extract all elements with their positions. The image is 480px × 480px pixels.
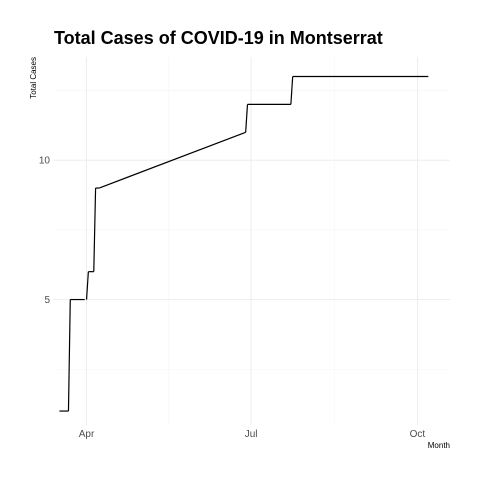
series-line-segment <box>290 76 294 105</box>
x-tick-labels: Apr Jul Oct <box>79 429 426 440</box>
series-line-segment <box>85 271 89 300</box>
x-axis-title: Month <box>428 441 450 450</box>
y-tick-label: 10 <box>39 156 51 167</box>
y-axis-title: Total Cases <box>29 57 38 99</box>
x-tick-label: Apr <box>79 429 95 440</box>
y-tick-labels: 5 10 <box>39 156 51 306</box>
grid <box>54 57 450 425</box>
x-tick-label: Oct <box>410 429 426 440</box>
series-line-segment <box>93 188 97 272</box>
x-tick-label: Jul <box>245 429 258 440</box>
series-line-segment <box>67 299 71 412</box>
series-group <box>59 75 429 412</box>
series-line-segment <box>245 104 249 133</box>
y-tick-label: 5 <box>44 295 50 306</box>
series-line-segment <box>98 131 246 189</box>
chart-title: Total Cases of COVID-19 in Montserrat <box>54 28 383 48</box>
